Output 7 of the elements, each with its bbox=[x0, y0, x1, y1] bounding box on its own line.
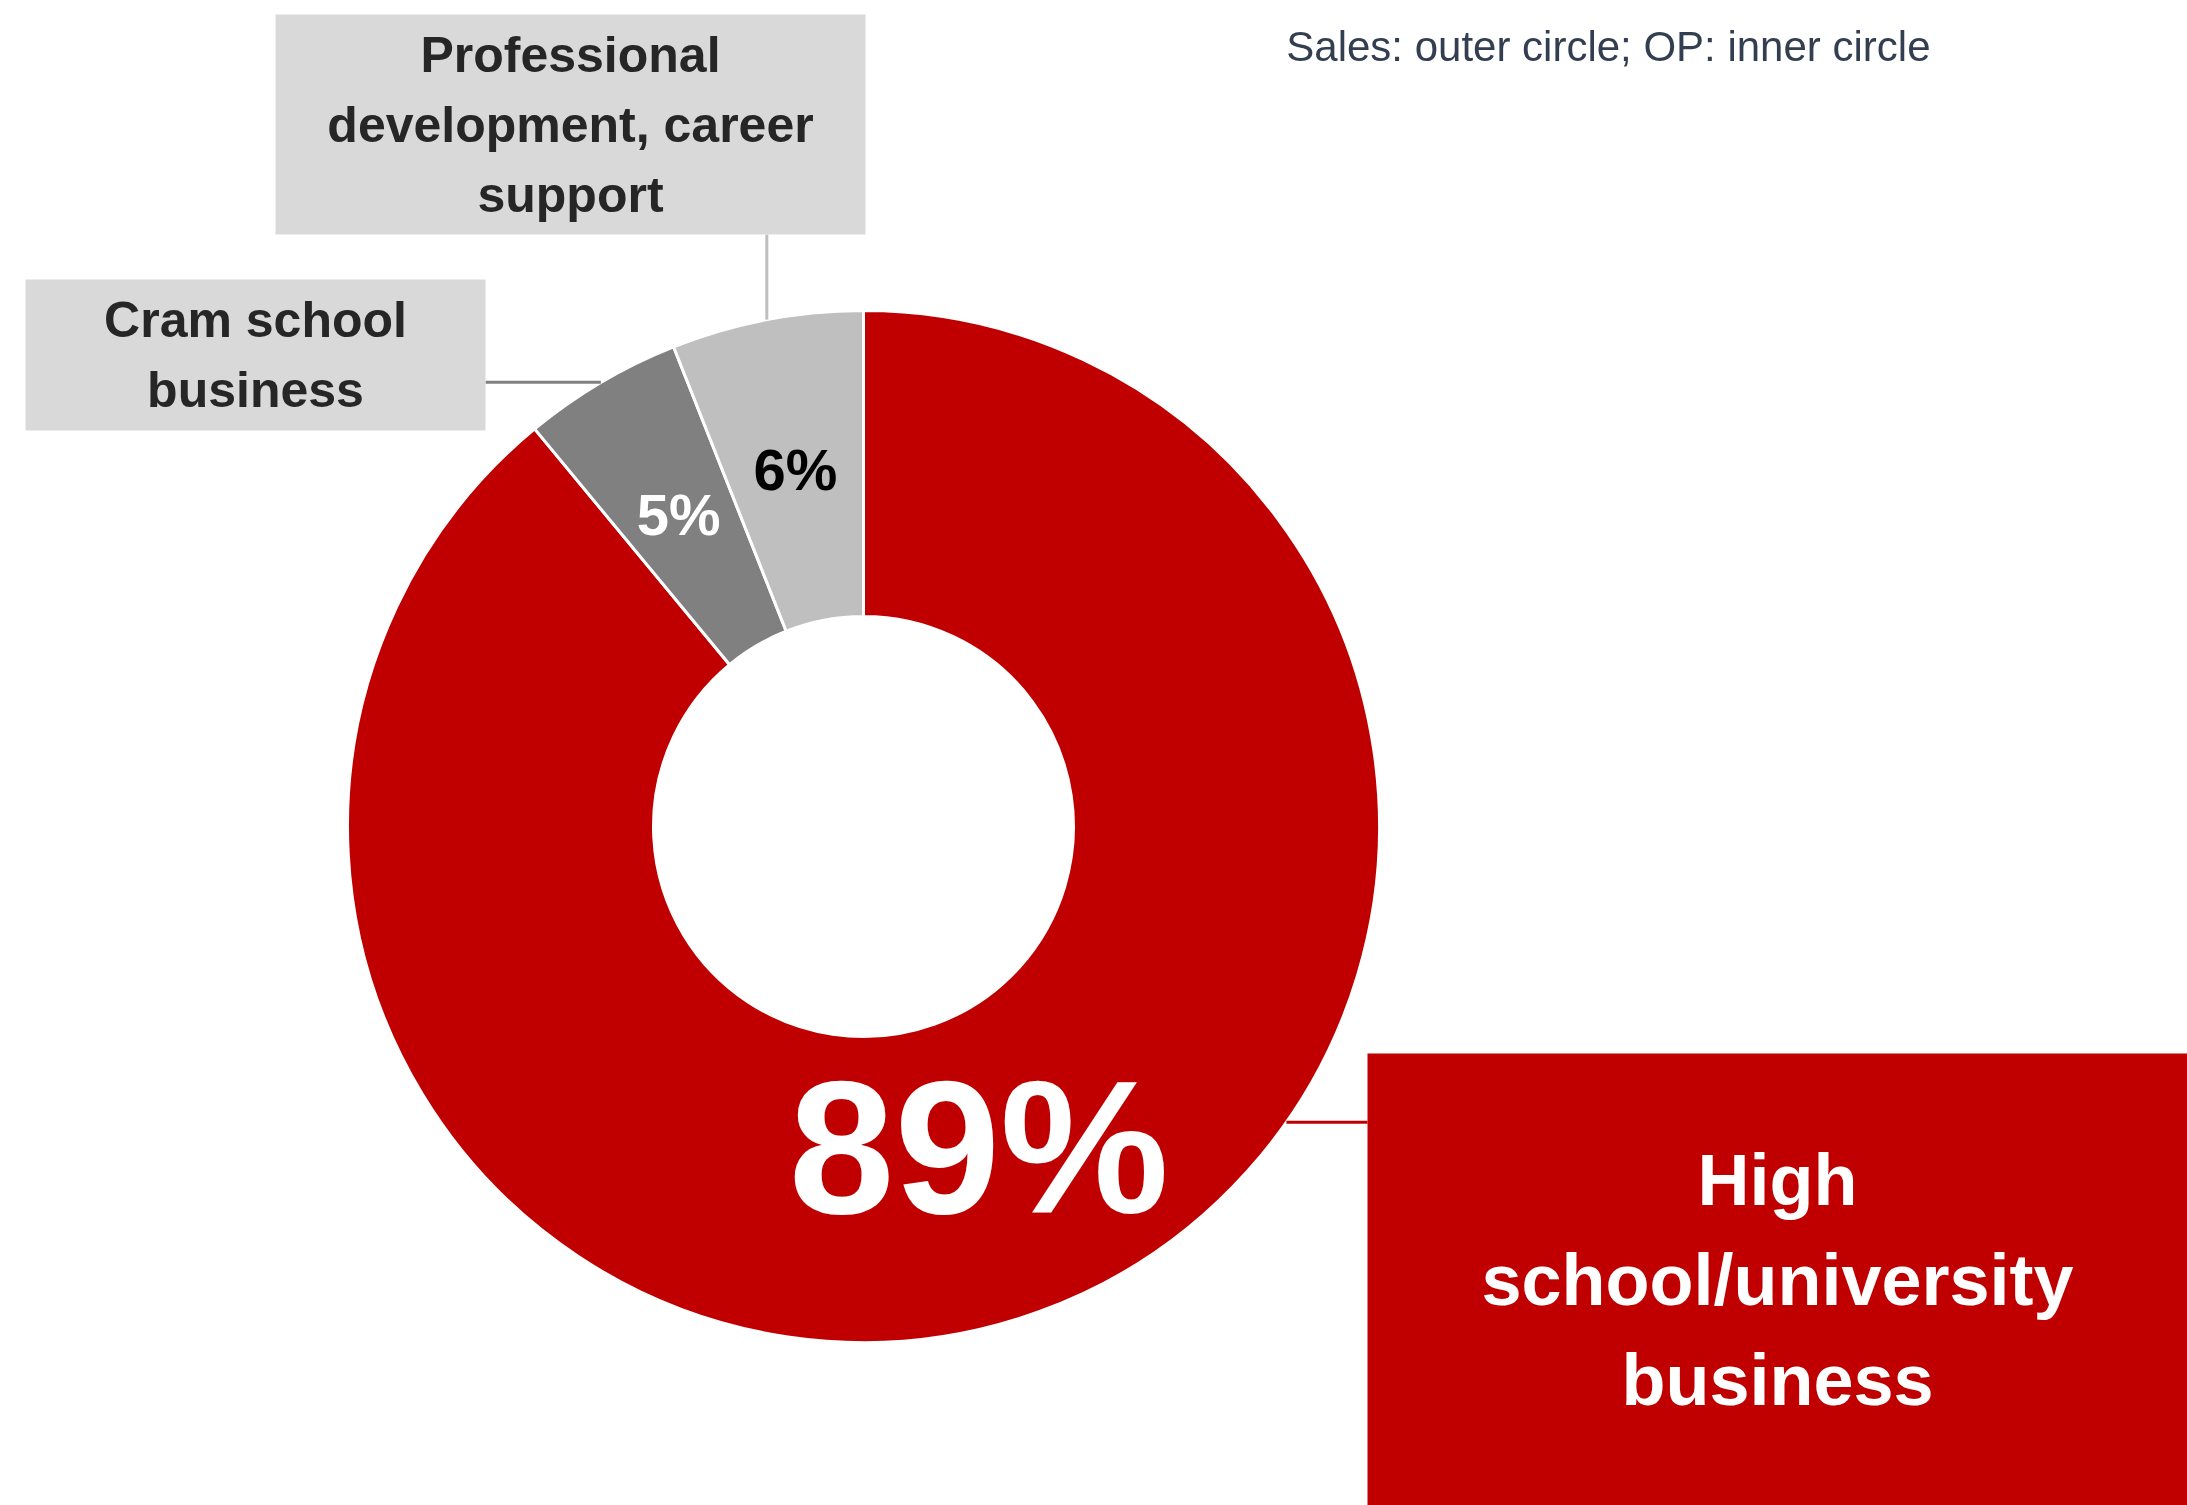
slice-label: High school/university business bbox=[1481, 1139, 2074, 1420]
text: Sales: outer circle; OP: inner circle bbox=[1286, 23, 1931, 70]
data-label: 5% bbox=[636, 481, 721, 547]
data-label: 89% bbox=[788, 1040, 1169, 1253]
data-label: 6% bbox=[753, 437, 838, 503]
legend-label: Cram school business bbox=[104, 292, 407, 418]
slice-label: Professional development, career support bbox=[327, 26, 814, 223]
